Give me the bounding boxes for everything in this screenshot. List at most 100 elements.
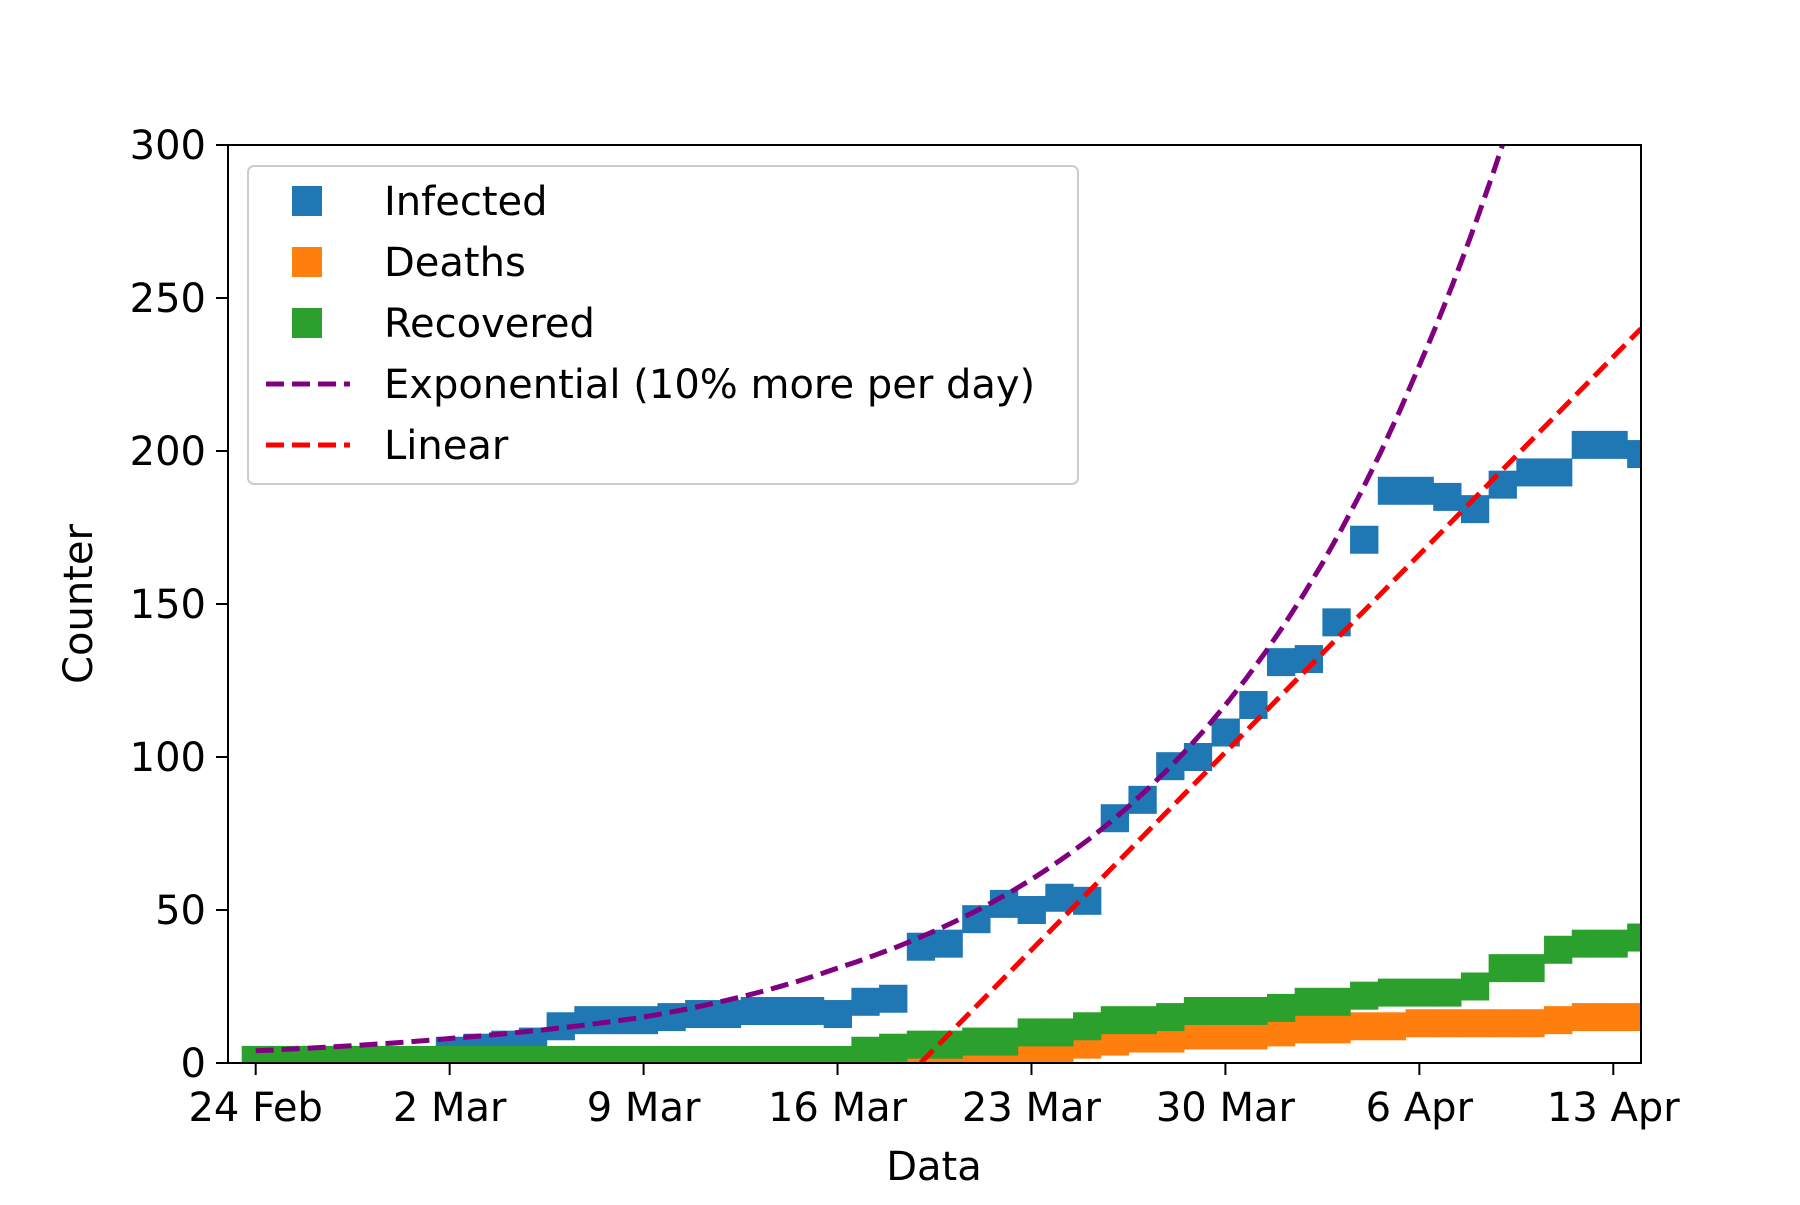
point-infected [768, 996, 797, 1025]
point-infected [1405, 476, 1434, 505]
point-recovered [879, 1033, 908, 1062]
point-deaths [1599, 1003, 1628, 1032]
point-deaths [1239, 1021, 1268, 1050]
point-recovered [518, 1045, 548, 1063]
point-infected [1599, 430, 1628, 459]
point-recovered [1433, 978, 1462, 1007]
point-infected [1128, 785, 1157, 814]
point-deaths [1627, 1003, 1641, 1032]
point-recovered [1516, 954, 1545, 983]
plot-area: 24 Feb 2 Mar 9 Mar 16 Mar 23 Mar 30 Mar 6 Apr 1… [130, 123, 1681, 1131]
y-tick-label: 250 [130, 276, 206, 322]
point-recovered [435, 1045, 465, 1063]
point-recovered [685, 1045, 714, 1063]
y-tick-label: 200 [130, 429, 206, 475]
point-recovered [823, 1045, 852, 1063]
point-infected [1627, 440, 1641, 469]
point-infected [1488, 470, 1517, 499]
point-recovered [851, 1036, 880, 1063]
point-deaths [1571, 1003, 1601, 1032]
x-tick-label: 23 Mar [962, 1085, 1102, 1131]
point-infected [1544, 458, 1573, 487]
point-recovered [1211, 996, 1240, 1025]
y-axis-label: Counter [56, 524, 102, 684]
point-infected [1266, 648, 1296, 677]
point-recovered [768, 1045, 797, 1063]
legend-label: Deaths [384, 240, 526, 286]
point-infected [934, 929, 963, 958]
point-deaths [1211, 1021, 1240, 1050]
point-infected [879, 984, 908, 1013]
point-infected [1045, 883, 1074, 912]
point-deaths [1488, 1009, 1517, 1038]
point-recovered [1156, 1003, 1185, 1032]
point-recovered [1045, 1018, 1074, 1047]
point-recovered [1544, 935, 1573, 964]
point-recovered [989, 1027, 1019, 1056]
point-recovered [1100, 1006, 1130, 1035]
point-recovered [546, 1045, 575, 1063]
point-recovered [1266, 993, 1296, 1022]
legend-label: Exponential (10% more per day) [384, 362, 1035, 408]
point-recovered [463, 1045, 492, 1063]
point-deaths [1433, 1009, 1462, 1038]
point-recovered [380, 1045, 409, 1063]
point-recovered [408, 1045, 437, 1063]
point-recovered [1627, 923, 1641, 952]
y-tick-label: 0 [181, 1041, 206, 1087]
point-recovered [1017, 1018, 1046, 1047]
point-infected [1239, 690, 1268, 719]
x-tick-label: 16 Mar [768, 1085, 908, 1131]
point-deaths [1544, 1006, 1573, 1035]
legend-swatch-deaths [292, 247, 322, 277]
point-deaths [1377, 1012, 1407, 1041]
x-tick-label: 2 Mar [393, 1085, 507, 1131]
point-recovered [1377, 978, 1407, 1007]
point-infected [1516, 458, 1545, 487]
point-recovered [602, 1045, 631, 1063]
legend: Infected Deaths Recovered Exponential (10% … [247, 165, 1079, 485]
y-tick-label: 50 [155, 888, 206, 934]
series-layer [241, 145, 1641, 1063]
y-axis: 0 50 100 150 200 250 300 [130, 123, 228, 1087]
x-tick-label: 6 Apr [1366, 1085, 1474, 1131]
legend-item-deaths: Deaths [292, 240, 526, 286]
point-infected [740, 996, 769, 1025]
x-tick-label: 24 Feb [188, 1085, 322, 1131]
point-recovered [629, 1045, 659, 1063]
y-tick-label: 300 [130, 123, 206, 169]
x-tick-label: 30 Mar [1156, 1085, 1296, 1131]
point-recovered [297, 1045, 326, 1063]
point-recovered [712, 1045, 742, 1063]
legend-swatch-recovered [292, 308, 322, 338]
point-infected [574, 1006, 603, 1035]
point-recovered [1488, 954, 1517, 983]
point-infected [712, 1000, 742, 1029]
point-deaths [1266, 1018, 1296, 1047]
x-tick-label: 9 Mar [587, 1085, 701, 1131]
point-recovered [1405, 978, 1434, 1007]
point-deaths [1460, 1009, 1490, 1038]
legend-item-recovered: Recovered [292, 301, 595, 347]
point-recovered [657, 1045, 686, 1063]
x-axis-label: Data [886, 1144, 982, 1190]
point-infected [1571, 430, 1601, 459]
point-infected [851, 987, 880, 1016]
series-recovered [241, 923, 1641, 1063]
point-recovered [740, 1045, 769, 1063]
legend-item-exponential-10-more-per-day: Exponential (10% more per day) [266, 362, 1035, 408]
point-deaths [1322, 1015, 1351, 1044]
series-exponential-10-more-per-day [255, 145, 1505, 1054]
x-axis: 24 Feb 2 Mar 9 Mar 16 Mar 23 Mar 30 Mar 6 Apr 1… [188, 1063, 1680, 1131]
point-recovered [1571, 929, 1601, 958]
point-recovered [1239, 996, 1268, 1025]
point-infected [989, 889, 1019, 918]
point-deaths [1516, 1009, 1545, 1038]
point-infected [1183, 743, 1213, 771]
point-recovered [1599, 929, 1628, 958]
point-recovered [324, 1045, 354, 1063]
legend-item-infected: Infected [292, 179, 548, 225]
point-recovered [1073, 1012, 1102, 1041]
point-recovered [1294, 987, 1323, 1016]
